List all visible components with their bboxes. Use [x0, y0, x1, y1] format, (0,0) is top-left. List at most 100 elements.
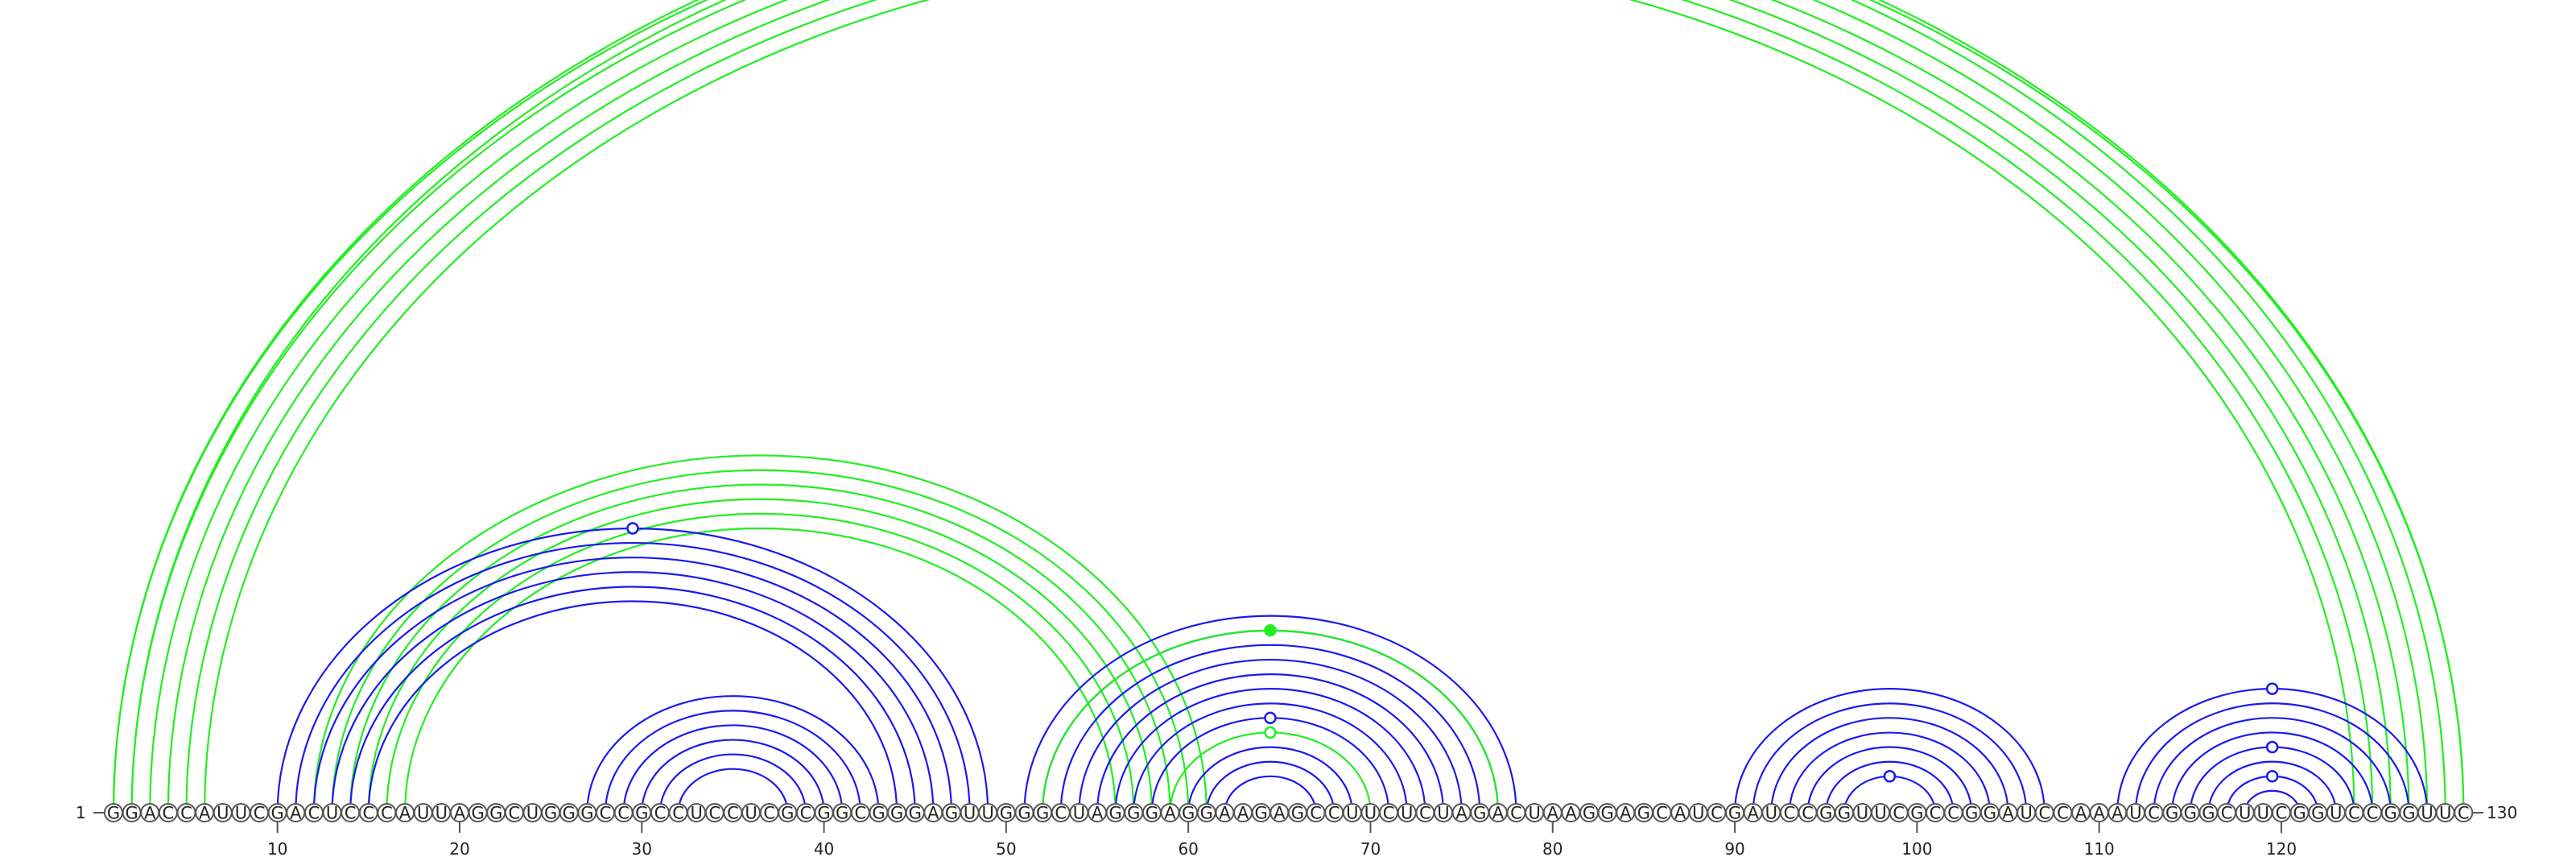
base-pair-arc-green — [331, 469, 1190, 814]
base-pair-arc-blue — [1133, 702, 1408, 814]
base-pair-arc-blue — [1187, 746, 1353, 814]
nucleotide: A — [923, 803, 943, 823]
nucleotide-letter: C — [1510, 804, 1522, 823]
nucleotide: A — [2089, 803, 2109, 823]
base-pair-arc-blue — [312, 557, 953, 814]
nucleotide-letter: C — [600, 804, 612, 823]
base-pair-arc-green — [349, 483, 1171, 814]
nucleotide-letter: U — [1437, 804, 1449, 823]
nucleotide-letter: G — [107, 804, 120, 823]
nucleotide-letter: G — [1200, 804, 1213, 823]
arc-apex-marker — [2265, 740, 2279, 754]
nucleotide: G — [1105, 803, 1125, 823]
nucleotide-letter: C — [763, 804, 775, 823]
nucleotide-letter: A — [199, 804, 211, 823]
nucleotide: C — [1943, 803, 1963, 823]
nucleotide: U — [1433, 803, 1453, 823]
nucleotide: G — [832, 803, 852, 823]
base-pair-arc-blue — [1114, 688, 1426, 814]
nucleotide-letter: U — [1765, 804, 1777, 823]
position-tick-label: 100 — [1901, 839, 1932, 857]
nucleotide: A — [195, 803, 215, 823]
nucleotide: G — [1470, 803, 1490, 823]
nucleotide-letter: U — [1528, 804, 1540, 823]
nucleotide: C — [176, 803, 196, 823]
nucleotide: A — [1542, 803, 1563, 823]
position-tick-label: 90 — [1724, 839, 1744, 857]
position-tick-label: 50 — [996, 839, 1016, 857]
nucleotide: C — [250, 803, 270, 823]
nucleotide: C — [723, 803, 743, 823]
base-pair-arc-blue — [1059, 644, 1481, 814]
nucleotide: G — [1014, 803, 1034, 823]
nucleotide-letter: C — [1930, 804, 1942, 823]
nucleotide: C — [650, 803, 670, 823]
nucleotide: U — [1525, 803, 1545, 823]
nucleotide-letter: U — [1401, 804, 1413, 823]
nucleotide-letter: C — [2221, 804, 2233, 823]
base-pair-arc-blue — [1770, 717, 2009, 814]
base-pair-arc-blue — [641, 739, 825, 814]
nucleotide: C — [704, 803, 724, 823]
nucleotide: G — [486, 803, 506, 823]
nucleotide: G — [632, 803, 652, 823]
nucleotide-letter: C — [727, 804, 739, 823]
nucleotide-letter: G — [563, 804, 576, 823]
position-tick-label: 30 — [632, 839, 652, 857]
nucleotide-letter: G — [1601, 804, 1614, 823]
nucleotide: G — [1962, 803, 1982, 823]
base-pair-arc-blue — [2134, 702, 2410, 814]
nucleotide: C — [303, 803, 324, 823]
base-pair-arc-blue — [1806, 746, 1973, 814]
nucleotide-letter: A — [1674, 804, 1686, 823]
nucleotide-letter: U — [2421, 804, 2433, 823]
nucleotide: C — [2144, 803, 2164, 823]
nucleotide-letter: G — [2165, 804, 2178, 823]
nucleotide: U — [322, 803, 342, 823]
nucleotide-letter: U — [964, 804, 976, 823]
nucleotide: C — [1798, 803, 1818, 823]
nucleotide: C — [1707, 803, 1727, 823]
nucleotide-letter: G — [2311, 804, 2324, 823]
nucleotide-letter: G — [1182, 804, 1195, 823]
base-pair-arc-green — [130, 0, 2429, 814]
nucleotide: C — [668, 803, 688, 823]
nucleotide-letter: C — [654, 804, 667, 823]
arc-apex-marker — [626, 522, 639, 535]
nucleotide: A — [1088, 803, 1108, 823]
nucleotide: U — [1069, 803, 1089, 823]
nucleotide-letter: G — [1291, 804, 1304, 823]
nucleotide-letter: G — [2402, 804, 2415, 823]
nucleotide-letter: A — [2093, 804, 2105, 823]
nucleotide-letter: C — [800, 804, 812, 823]
nucleotide: C — [158, 803, 178, 823]
nucleotide-letter: U — [1073, 804, 1085, 823]
nucleotide-letter: C — [254, 804, 266, 823]
nucleotide: C — [1324, 803, 1344, 823]
nucleotide-letter: U — [982, 804, 994, 823]
nucleotide-letter: C — [2276, 804, 2288, 823]
nucleotide-letter: C — [2348, 804, 2360, 823]
nucleotide: A — [2107, 803, 2128, 823]
nucleotide-letter: A — [1092, 804, 1104, 823]
nucleotide-letter: A — [1492, 804, 1505, 823]
nucleotide: G — [905, 803, 925, 823]
nucleotide: G — [559, 803, 579, 823]
nucleotide-letter: U — [2239, 804, 2251, 823]
nucleotide: A — [395, 803, 415, 823]
base-pair-arc-blue — [367, 600, 898, 814]
nucleotide: A — [1160, 803, 1180, 823]
nucleotide: U — [687, 803, 707, 823]
base-pair-arc-blue — [1752, 702, 2028, 814]
base-pair-arc-green — [185, 0, 2374, 814]
nucleotide-letter: G — [471, 804, 484, 823]
nucleotide: A — [1215, 803, 1235, 823]
nucleotide-letter: U — [526, 804, 539, 823]
nucleotide: A — [1561, 803, 1581, 823]
nucleotide-letter: C — [1383, 804, 1395, 823]
nucleotide: C — [2363, 803, 2383, 823]
nucleotide-letter: G — [489, 804, 502, 823]
nucleotide-letter: U — [2020, 804, 2032, 823]
nucleotide: A — [1743, 803, 1763, 823]
